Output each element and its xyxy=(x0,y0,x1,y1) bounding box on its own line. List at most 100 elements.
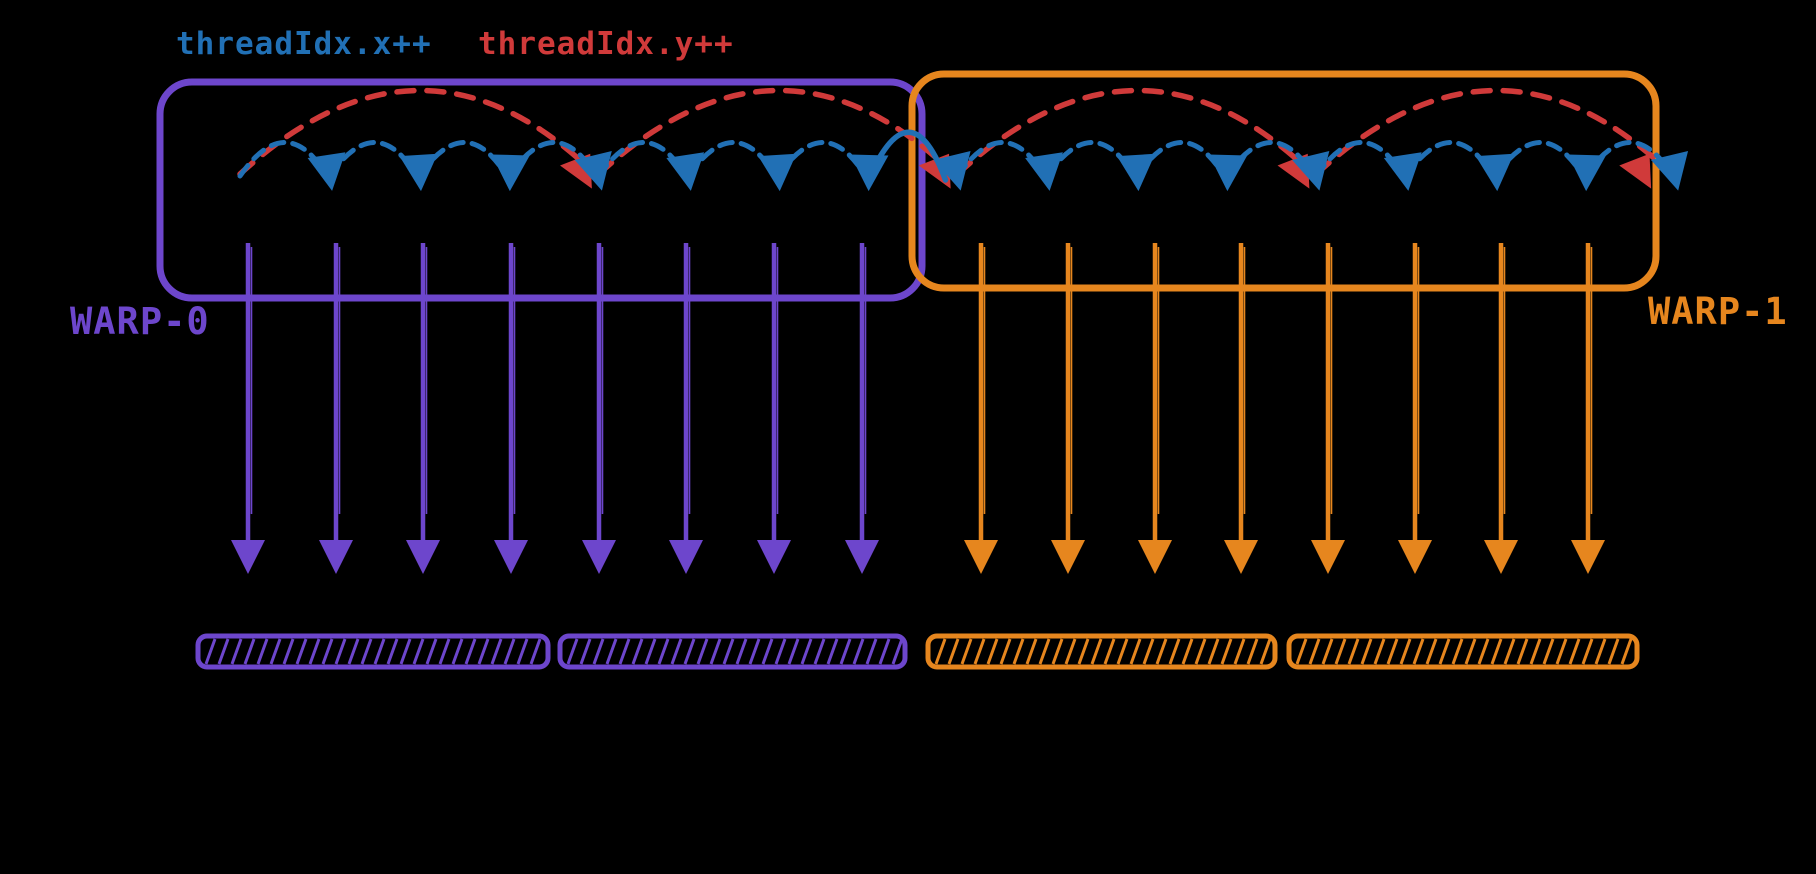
hatch-line xyxy=(1194,638,1207,665)
hatch-line xyxy=(451,638,464,665)
hop-arrowhead-x xyxy=(1025,152,1063,191)
hop-arc-y xyxy=(237,87,592,177)
hatch-line xyxy=(347,638,360,665)
hop-arrowhead-x xyxy=(666,152,705,191)
threadidx-y-label: threadIdx.y++ xyxy=(478,26,734,62)
hatch-line xyxy=(386,638,399,665)
warp1-thread-arrows xyxy=(964,243,1605,574)
hatch-line xyxy=(644,638,657,665)
hatch-line xyxy=(373,638,386,665)
hatch-line xyxy=(1581,638,1594,665)
hatch-line xyxy=(670,638,683,665)
hatch-line xyxy=(774,638,787,665)
hatch-line xyxy=(1516,638,1529,665)
hatch-line xyxy=(334,638,347,665)
hatch-line xyxy=(295,638,308,665)
hatch-line xyxy=(282,638,295,665)
hatch-line xyxy=(1412,638,1425,665)
hatch-line xyxy=(618,638,631,665)
hop-arc-y xyxy=(954,87,1309,177)
hatch-line xyxy=(947,638,960,665)
hatch-line xyxy=(852,638,865,665)
thread-arrow-head xyxy=(1311,540,1345,574)
thread-arrow-head xyxy=(406,540,440,574)
hatch-line xyxy=(1399,638,1412,665)
hatch-line xyxy=(1620,638,1633,665)
hop-arrowhead-x xyxy=(933,151,971,191)
warp1-box-rect xyxy=(908,70,1660,292)
hop-arc-y xyxy=(1313,87,1668,177)
hatch-line xyxy=(748,638,761,665)
hatch-line xyxy=(1168,638,1181,665)
hatch-line xyxy=(269,638,282,665)
hatch-line xyxy=(1246,638,1259,665)
warp1-label: WARP-1 xyxy=(1648,290,1788,333)
warp0-thread-arrows xyxy=(231,243,879,574)
hatch-line xyxy=(683,638,696,665)
thread-arrow-head xyxy=(1051,540,1085,574)
threadidx-x-label: threadIdx.x++ xyxy=(176,26,432,62)
hop-arrowhead-x xyxy=(1475,153,1514,192)
hatch-line xyxy=(1607,638,1620,665)
thread-arrow-head xyxy=(231,540,265,574)
hop-arrowhead-x xyxy=(1383,152,1422,191)
hop-arrowhead-x xyxy=(307,152,346,191)
hatch-line xyxy=(891,638,904,665)
hatch-line xyxy=(878,638,891,665)
hatch-line xyxy=(579,638,592,665)
hatch-line xyxy=(1386,638,1399,665)
hatch-line xyxy=(1555,638,1568,665)
hatch-line xyxy=(826,638,839,665)
hatch-line xyxy=(321,638,334,665)
hatch-line xyxy=(735,638,748,665)
hatch-line xyxy=(631,638,644,665)
thread-arrow-head xyxy=(1398,540,1432,574)
hatch-line xyxy=(256,638,269,665)
hatch-line xyxy=(477,638,490,665)
hatch-line xyxy=(1490,638,1503,665)
hatch-line xyxy=(1347,638,1360,665)
hatch-line xyxy=(243,638,256,665)
memory-segments xyxy=(195,633,1640,670)
hop-arrowhead-x xyxy=(850,154,889,192)
memory-segment-rect xyxy=(925,633,1278,670)
hatch-line xyxy=(1233,638,1246,665)
memory-segment-1 xyxy=(557,633,908,670)
hatch-line xyxy=(1464,638,1477,665)
hatch-line xyxy=(1308,638,1321,665)
hatch-line xyxy=(1477,638,1490,665)
hatch-line xyxy=(1116,638,1129,665)
hop-arrowhead-x xyxy=(1116,153,1156,192)
hatch-line xyxy=(709,638,722,665)
hatch-line xyxy=(865,638,878,665)
hop-arrowhead-y xyxy=(1619,153,1652,189)
warp0-label: WARP-0 xyxy=(70,300,210,343)
hatch-line xyxy=(1025,638,1038,665)
hatch-line xyxy=(1438,638,1451,665)
hatch-line xyxy=(1542,638,1555,665)
hatch-line xyxy=(1259,638,1272,665)
hatch-line xyxy=(999,638,1012,665)
hatch-line xyxy=(960,638,973,665)
memory-segment-2 xyxy=(925,633,1278,670)
thread-arrow-head xyxy=(964,540,998,574)
hatch-line xyxy=(566,638,579,665)
hatch-line xyxy=(1503,638,1516,665)
hatch-line xyxy=(425,638,438,665)
hatch-line xyxy=(1090,638,1103,665)
hatch-line xyxy=(230,638,243,665)
thread-arrow-head xyxy=(582,540,616,574)
hatch-line xyxy=(722,638,735,665)
memory-segment-rect xyxy=(557,633,908,670)
hatch-line xyxy=(308,638,321,665)
hatch-line xyxy=(1568,638,1581,665)
hatch-line xyxy=(973,638,986,665)
hatch-line xyxy=(1129,638,1142,665)
hatch-line xyxy=(800,638,813,665)
thread-arrow-head xyxy=(1484,540,1518,574)
hatch-line xyxy=(657,638,670,665)
memory-segment-0 xyxy=(195,633,551,670)
warp0-box-rect xyxy=(156,78,926,302)
